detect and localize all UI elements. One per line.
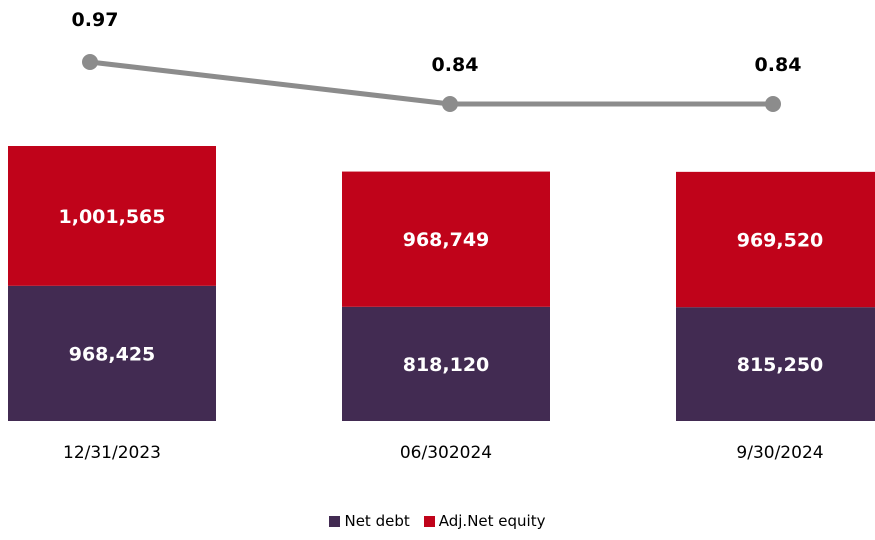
x-axis-ticks: 12/31/2023 06/302024 9/30/2024: [63, 443, 824, 463]
bar-label-adj-net-equity-2: 969,520: [737, 230, 824, 252]
ratio-line-group: 0.97 0.84 0.84: [72, 9, 802, 112]
x-tick-label-1: 06/302024: [400, 443, 492, 463]
bar-labels-group: 968,425 1,001,565 818,120 968,749 815,250 969…: [59, 206, 824, 376]
legend-swatch-adj-net-equity: [423, 515, 435, 527]
legend-label-net-debt: Net debt: [344, 512, 410, 530]
legend-item-net-debt: Net debt: [329, 512, 410, 530]
ratio-label-2: 0.84: [755, 54, 802, 76]
legend-item-adj-net-equity: Adj.Net equity: [423, 512, 546, 530]
bar-label-adj-net-equity-0: 1,001,565: [59, 206, 166, 228]
bar-adj-net-equity-1: [342, 171, 550, 307]
legend-swatch-net-debt: [329, 515, 341, 527]
bar-net-debt-0: [8, 285, 216, 421]
ratio-label-0: 0.97: [72, 9, 119, 31]
x-tick-label-0: 12/31/2023: [63, 443, 161, 463]
bar-label-net-debt-0: 968,425: [69, 343, 156, 365]
bar-label-net-debt-2: 815,250: [737, 354, 824, 376]
x-tick-label-2: 9/30/2024: [736, 443, 823, 463]
bar-adj-net-equity-2: [676, 171, 875, 308]
bar-label-adj-net-equity-1: 968,749: [403, 229, 490, 251]
ratio-point-1: [442, 96, 458, 112]
ratio-label-1: 0.84: [432, 54, 479, 76]
legend: Net debt Adj.Net equity: [0, 512, 875, 530]
bar-label-net-debt-1: 818,120: [403, 354, 490, 376]
ratio-point-2: [765, 96, 781, 112]
bars-group: [8, 146, 875, 421]
bar-adj-net-equity-0: [8, 146, 216, 286]
bar-net-debt-2: [676, 307, 875, 421]
legend-label-adj-net-equity: Adj.Net equity: [438, 512, 546, 530]
bar-net-debt-1: [342, 306, 550, 421]
ratio-point-0: [82, 54, 98, 70]
